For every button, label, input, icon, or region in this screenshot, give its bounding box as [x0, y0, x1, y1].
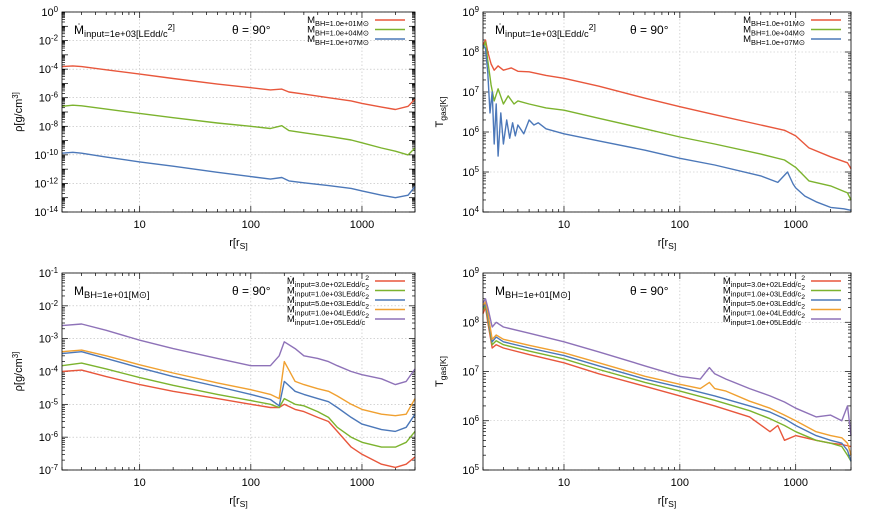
y-tick-label: 10-5 [39, 397, 59, 411]
legend-label: MBH=1.0e+01M⊙ [307, 15, 369, 28]
series-line-3 [482, 44, 852, 211]
annotation-main: Ṁinput=1e+03[LEdd/c2] [495, 22, 596, 39]
y-tick-label: 10-4 [39, 365, 59, 379]
annotation-theta: θ = 90° [630, 23, 669, 37]
y-tick-label: 10-8 [39, 119, 59, 133]
panel-2: 10 100 1000 104 105 106 107 108 109 r[rS] Tgas[K] Ṁ… [434, 5, 852, 251]
legend-label: MBH=1.0e+04M⊙ [307, 25, 369, 38]
annotation-main: Ṁinput=1e+03[LEdd/c2] [74, 22, 175, 39]
series-line-1 [61, 65, 416, 111]
y-tick-label: 108 [462, 45, 479, 59]
y-axis-label: Tgas[K] [434, 356, 448, 387]
y-tick-label: 10-14 [34, 205, 58, 219]
y-tick-label: 10-3 [39, 332, 59, 346]
annotation-theta: θ = 90° [232, 23, 271, 37]
y-tick-label: 104 [462, 205, 479, 219]
series-line-2 [61, 362, 416, 448]
panel-3: 10 100 1000 10-7 10-6 10-5 10-4 10-3 10-2 10-1 r[r… [11, 266, 416, 509]
annotation-main: MBH=1e+01[M⊙] [74, 284, 149, 300]
plot-frame [61, 11, 416, 213]
series-line-2 [482, 41, 852, 201]
plot-frame [482, 272, 852, 471]
legend-label: MBH=1.0e+07M⊙ [743, 34, 805, 47]
series-line-3 [61, 351, 416, 433]
y-tick-label: 10-4 [39, 62, 59, 76]
legend-label: Ṁinput=5.0e+03LEdd/c2 [287, 294, 369, 308]
y-tick-label: 10-12 [34, 176, 58, 190]
y-tick-label: 107 [462, 85, 479, 99]
y-axis-label: ρ[g/cm3] [11, 92, 25, 132]
y-tick-label: 10-1 [39, 266, 59, 280]
y-tick-label: 109 [462, 5, 479, 19]
series-line-4 [61, 349, 416, 417]
y-tick-label: 10-7 [39, 463, 58, 477]
y-tick-label: 105 [462, 165, 479, 179]
x-tick-label: 1000 [350, 219, 374, 231]
y-tick-label: 10-6 [39, 91, 59, 105]
y-tick-label: 100 [41, 5, 58, 19]
legend-label: Ṁinput=1.0e+04LEdd/c2 [287, 304, 369, 318]
y-tick-label: 10-2 [39, 34, 58, 48]
y-tick-label: 106 [462, 414, 479, 428]
series-line-1 [61, 369, 416, 469]
series-line-2 [482, 304, 852, 462]
x-tick-label: 100 [671, 219, 689, 231]
x-tick-label: 10 [558, 477, 570, 489]
x-tick-label: 100 [671, 477, 689, 489]
series-line-5 [61, 323, 416, 386]
legend-label: Ṁinput=1.0e+03LEdd/c2 [723, 285, 805, 299]
series-line-1 [482, 39, 852, 170]
x-axis-label: r[rS] [229, 495, 248, 509]
y-tick-label: 10-6 [39, 430, 59, 444]
legend-label: Ṁinput=1.0e+05LEdd/c2 [723, 313, 805, 327]
panel-4: 10 100 1000 105 106 107 108 109 r[rS] Tgas[K] MBH=… [434, 266, 852, 509]
annotation-main: MBH=1e+01[M⊙] [495, 284, 570, 300]
y-tick-label: 109 [462, 266, 479, 280]
x-tick-label: 1000 [783, 477, 807, 489]
legend-label: Ṁinput=3.0e+02LEdd/c2 [287, 275, 369, 289]
y-tick-label: 108 [462, 315, 479, 329]
y-tick-label: 107 [462, 365, 479, 379]
series-line-3 [482, 302, 852, 462]
annotation-theta: θ = 90° [630, 284, 669, 298]
legend-label: Ṁinput=1.0e+05LEdd/c2 [287, 313, 369, 327]
y-tick-label: 10-10 [34, 148, 58, 162]
legend-label: MBH=1.0e+04M⊙ [743, 25, 805, 38]
annotation-theta: θ = 90° [232, 284, 271, 298]
x-axis-label: r[rS] [658, 237, 677, 251]
x-tick-label: 100 [242, 477, 260, 489]
x-tick-label: 10 [134, 477, 146, 489]
series-line-5 [482, 298, 852, 436]
x-tick-label: 10 [134, 219, 146, 231]
series-line-2 [61, 104, 416, 156]
plot-frame [61, 272, 416, 471]
series-line-1 [482, 306, 852, 448]
legend-label: Ṁinput=1.0e+04LEdd/c2 [723, 304, 805, 318]
y-tick-label: 10-2 [39, 299, 58, 313]
y-tick-label: 106 [462, 125, 479, 139]
x-tick-label: 100 [242, 219, 260, 231]
series-line-4 [482, 301, 852, 456]
series-line-3 [61, 151, 416, 199]
legend-label: Ṁinput=3.0e+02LEdd/c2 [723, 275, 805, 289]
x-axis-label: r[rS] [229, 237, 248, 251]
y-axis-label: Tgas[K] [434, 96, 448, 127]
x-axis-label: r[rS] [658, 495, 677, 509]
legend-label: Ṁinput=5.0e+03LEdd/c2 [723, 294, 805, 308]
x-tick-label: 1000 [783, 219, 807, 231]
panel-1: 10 100 1000 10-14 10-12 10-10 10-8 10-6 10-4 10-2… [11, 5, 416, 251]
legend-label: MBH=1.0e+07M⊙ [307, 34, 369, 47]
y-tick-label: 105 [462, 463, 479, 477]
x-tick-label: 10 [558, 219, 570, 231]
x-tick-label: 1000 [350, 477, 374, 489]
plot-frame [482, 11, 852, 213]
legend-label: MBH=1.0e+01M⊙ [743, 15, 805, 28]
legend-label: Ṁinput=1.0e+03LEdd/c2 [287, 285, 369, 299]
y-axis-label: ρ[g/cm3] [11, 352, 25, 392]
